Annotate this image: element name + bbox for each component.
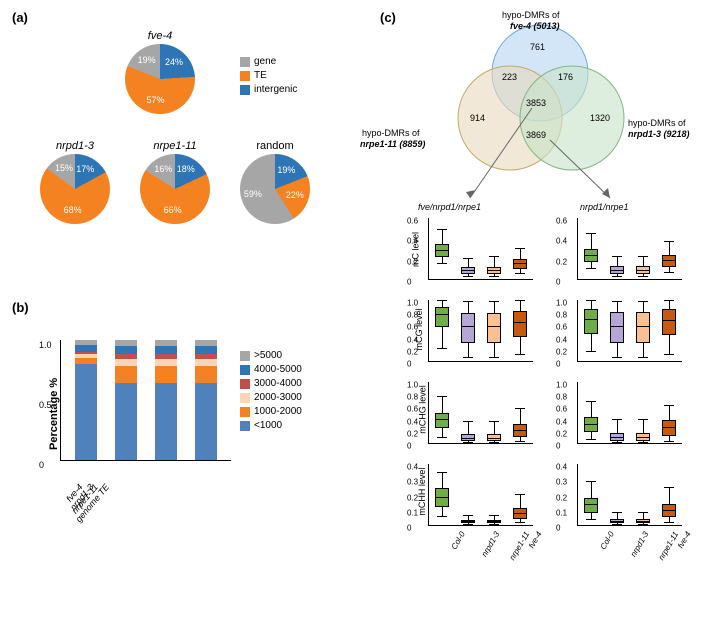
boxcol-left-title: fve/nrpd1/nrpe1 (418, 202, 481, 212)
boxcol-right-title: nrpd1/nrpe1 (580, 202, 629, 212)
bar-fve-4: fve-4 (195, 340, 217, 460)
venn-top-name: fve-4 (5013) (510, 21, 560, 31)
figure-root: (a) (b) (c) fve-424%57%19% nrpd1-317%68%… (10, 10, 699, 620)
venn-right-l1: hypo-DMRs of (628, 118, 686, 128)
pie-nrpd1-3: nrpd1-317%68%15% (40, 140, 110, 227)
venn-top-title: hypo-DMRs of (502, 10, 560, 20)
venn-n-l: 914 (470, 113, 485, 123)
boxcell-mCHG-right: 00.20.40.60.81.0 (549, 380, 684, 458)
venn-left-l2: nrpe1-11 (8859) (360, 139, 425, 149)
boxcell-mC-left: 00.20.40.6mC level (400, 216, 535, 294)
boxcell-mCHH-left: 00.10.20.30.4Col-0nrpd1-3nrpe1-11fve-4mC… (400, 462, 535, 540)
boxcell-mCHG-left: 00.20.40.60.81.0mCHG level (400, 380, 535, 458)
venn-n-tl: 223 (502, 72, 517, 82)
panel-b-legend: >50004000-50003000-40002000-30001000-200… (240, 350, 302, 434)
boxplot-grid: 00.20.40.6mC level00.20.40.600.20.40.60.… (400, 216, 684, 540)
panel-b-chart: Percentage % 0 0.5 1.0 genome TEnrpd1-3n… (60, 340, 231, 461)
pie-random: random19%22%59% (240, 140, 310, 227)
panel-a-label: (a) (12, 10, 28, 25)
panel-c-label: (c) (380, 10, 396, 25)
boxcell-mCG-left: 00.20.40.60.81.0mCG level (400, 298, 535, 376)
boxcell-mCHH-right: 00.10.20.30.4Col-0nrpd1-3nrpe1-11fve-4 (549, 462, 684, 540)
pie-fve4: fve-424%57%19% (125, 30, 195, 117)
pie-nrpe1-11: nrpe1-1118%66%16% (140, 140, 210, 227)
venn-n-c: 3853 (526, 98, 546, 108)
venn-n-tr: 176 (558, 72, 573, 82)
venn-n-top: 761 (530, 42, 545, 52)
venn-diagram: hypo-DMRs of fve-4 (5013) hypo-DMRs of n… (410, 18, 680, 188)
panel-b-ylabel: Percentage % (48, 378, 60, 450)
boxcell-mC-right: 00.20.40.6 (549, 216, 684, 294)
ytick-0: 0 (39, 460, 44, 470)
ytick-1: 0.5 (39, 400, 52, 410)
bar-nrpd1-3: nrpd1-3 (115, 340, 137, 460)
bar-genome TE: genome TE (75, 340, 97, 460)
venn-n-r: 1320 (590, 113, 610, 123)
venn-left-l1: hypo-DMRs of (362, 128, 420, 138)
panel-b-label: (b) (12, 300, 29, 315)
panel-a-legend: geneTEintergenic (240, 56, 297, 98)
venn-right-l2: nrpd1-3 (9218) (628, 129, 690, 139)
bar-nrpe1-11: nrpe1-11 (155, 340, 177, 460)
venn-n-lr: 3869 (526, 130, 546, 140)
boxcell-mCG-right: 00.20.40.60.81.0 (549, 298, 684, 376)
ytick-2: 1.0 (39, 340, 52, 350)
